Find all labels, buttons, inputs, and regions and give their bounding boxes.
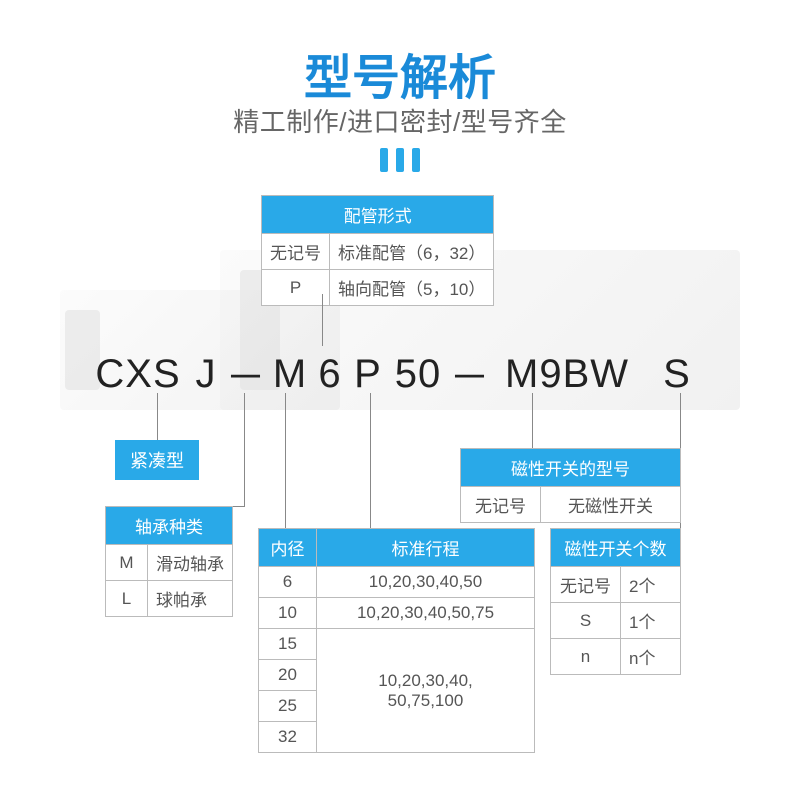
- bore-cell: 20: [259, 660, 317, 691]
- model-part-dash2: －: [448, 345, 492, 403]
- piping-header: 配管形式: [262, 196, 494, 234]
- bore-cell: 25: [259, 691, 317, 722]
- model-part-j: J: [188, 352, 224, 397]
- bearing-header: 轴承种类: [106, 507, 233, 545]
- bore-cell: 6: [259, 567, 317, 598]
- connector-line: [370, 393, 371, 528]
- stroke-cell-merged: 10,20,30,40, 50,75,100: [317, 629, 535, 753]
- bore-stroke-table: 内径 标准行程 6 10,20,30,40,50 10 10,20,30,40,…: [258, 528, 535, 753]
- bore-cell: 15: [259, 629, 317, 660]
- bearing-code: L: [106, 581, 148, 617]
- stroke-header: 标准行程: [317, 529, 535, 567]
- switch-model-desc: 无磁性开关: [541, 487, 681, 523]
- switch-count-desc: n个: [621, 639, 681, 675]
- model-part-50: 50: [388, 352, 448, 397]
- model-part-p: P: [348, 352, 388, 397]
- connector-line: [244, 393, 245, 506]
- switch-count-code: S: [551, 603, 621, 639]
- stroke-merged-line: 10,20,30,40,: [325, 671, 526, 691]
- switch-count-desc: 1个: [621, 603, 681, 639]
- stroke-merged-line: 50,75,100: [325, 691, 526, 711]
- accent-dots: [0, 148, 800, 177]
- switch-model-table: 磁性开关的型号 无记号 无磁性开关: [460, 448, 681, 523]
- model-part-cxs: CXS: [88, 352, 188, 397]
- piping-desc: 标准配管（6，32）: [330, 234, 494, 270]
- bearing-table: 轴承种类 M 滑动轴承 L 球帕承: [105, 506, 233, 617]
- connector-line: [532, 393, 533, 448]
- piping-desc: 轴向配管（5，10）: [330, 270, 494, 306]
- page-title: 型号解析: [0, 38, 800, 108]
- stroke-cell: 10,20,30,40,50,75: [317, 598, 535, 629]
- connector-line: [322, 294, 323, 346]
- switch-model-header: 磁性开关的型号: [461, 449, 681, 487]
- model-part-s: S: [642, 352, 712, 397]
- piping-code: P: [262, 270, 330, 306]
- bore-cell: 32: [259, 722, 317, 753]
- compact-label: 紧凑型: [115, 440, 199, 480]
- switch-count-code: n: [551, 639, 621, 675]
- stroke-cell: 10,20,30,40,50: [317, 567, 535, 598]
- bearing-desc: 滑动轴承: [148, 545, 233, 581]
- model-part-m: M: [268, 352, 312, 397]
- bearing-desc: 球帕承: [148, 581, 233, 617]
- model-part-m9bw: M9BW: [492, 352, 642, 397]
- bearing-code: M: [106, 545, 148, 581]
- switch-count-table: 磁性开关个数 无记号 2个 S 1个 n n个: [550, 528, 681, 675]
- model-part-dash: －: [224, 345, 268, 403]
- switch-model-code: 无记号: [461, 487, 541, 523]
- bore-header: 内径: [259, 529, 317, 567]
- connector-line: [285, 393, 286, 528]
- model-part-6: 6: [312, 352, 348, 397]
- bore-cell: 10: [259, 598, 317, 629]
- connector-line: [157, 393, 158, 440]
- switch-count-header: 磁性开关个数: [551, 529, 681, 567]
- piping-code: 无记号: [262, 234, 330, 270]
- switch-count-code: 无记号: [551, 567, 621, 603]
- page-subtitle: 精工制作/进口密封/型号齐全: [0, 102, 800, 139]
- switch-count-desc: 2个: [621, 567, 681, 603]
- piping-table: 配管形式 无记号 标准配管（6，32） P 轴向配管（5，10）: [261, 195, 494, 306]
